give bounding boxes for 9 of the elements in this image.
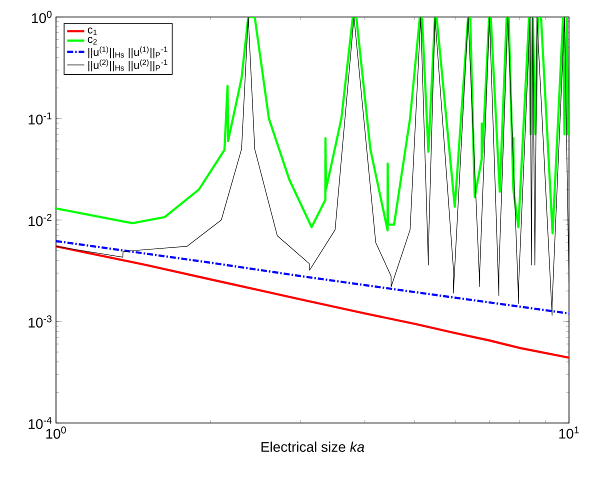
legend-label: c$_{1}$ <box>88 28 97 36</box>
legend-label: c$_{2}$ <box>88 36 97 44</box>
x-tick-label: 10$^{1}$ <box>559 426 579 439</box>
y-tick-label: 10$^{-1}$ <box>28 112 52 125</box>
y-tick-label: 10$^{0}$ <box>32 10 52 24</box>
y-tick-label: 10$^{-4}$ <box>28 416 52 430</box>
y-tick-label: 10$^{-2}$ <box>28 214 52 226</box>
x-axis-title: Electrical size ka <box>262 442 364 452</box>
y-tick-label: 10$^{-3}$ <box>28 315 52 328</box>
